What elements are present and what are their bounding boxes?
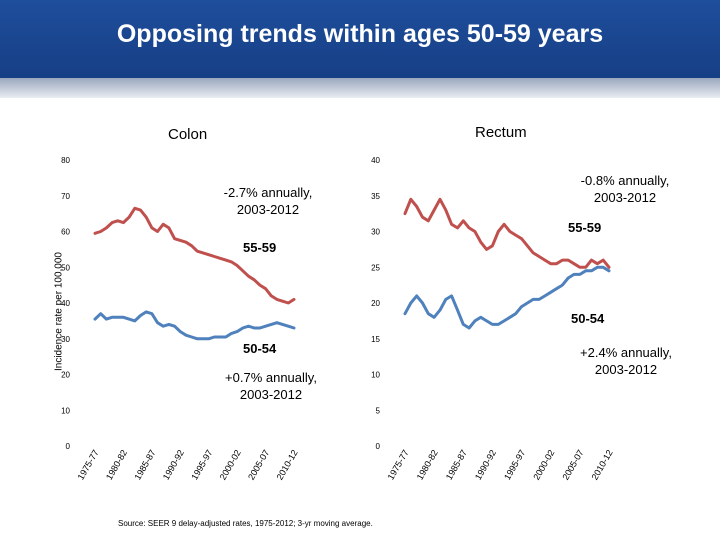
colon-ytick-label: 30: [61, 335, 70, 344]
colon-xtick-label: 1995-97: [189, 448, 214, 482]
colon-ytick-label: 10: [61, 406, 70, 415]
source-note: Source: SEER 9 delay-adjusted rates, 197…: [118, 519, 373, 528]
rectum-annotation-50-54-trend: +2.4% annually, 2003-2012: [566, 344, 686, 378]
rectum-ytick-label: 15: [371, 335, 380, 344]
colon-series-label-50-54: 50-54: [243, 341, 277, 356]
rectum-xtick-label: 2010-12: [590, 448, 615, 482]
colon-ytick-label: 40: [61, 299, 70, 308]
rectum-ytick-label: 30: [371, 228, 380, 237]
colon-ytick-label: 70: [61, 192, 70, 201]
rectum-ytick-label: 10: [371, 371, 380, 380]
rectum-xtick-label: 2000-02: [531, 448, 556, 482]
rectum-ytick-label: 35: [371, 192, 380, 201]
rectum-ytick-label: 20: [371, 299, 380, 308]
colon-xtick-label: 2010-12: [275, 448, 300, 482]
colon-xtick-label: 2000-02: [218, 448, 243, 482]
colon-xtick-label: 1990-92: [161, 448, 186, 482]
rectum-xtick-label: 1990-92: [473, 448, 498, 482]
colon-series-line-55-59: [93, 206, 296, 305]
colon-panel-title: Colon: [168, 126, 208, 143]
rectum-panel-title: Rectum: [475, 124, 527, 141]
rectum-series-line-50-54: [403, 265, 611, 330]
rectum-xtick-label: 1980-82: [415, 448, 440, 482]
colon-ytick-label: 0: [66, 442, 71, 451]
colon-ytick-label: 80: [61, 156, 70, 165]
colon-annotation-55-59-trend: -2.7% annually, 2003-2012: [206, 184, 330, 218]
rectum-xtick-label: 1975-77: [386, 448, 411, 482]
rectum-series-label-50-54: 50-54: [571, 311, 605, 326]
banner-shadow: [0, 78, 720, 98]
colon-xtick-label: 2005-07: [246, 448, 271, 482]
rectum-xtick-label: 1995-97: [502, 448, 527, 482]
rectum-ytick-label: 40: [371, 156, 380, 165]
colon-ytick-label: 50: [61, 263, 70, 272]
colon-ytick-label: 20: [61, 371, 70, 380]
title-banner: [0, 0, 720, 78]
colon-xtick-label: 1975-77: [76, 448, 101, 482]
rectum-series-line-55-59: [403, 197, 611, 269]
slide-title: Opposing trends within ages 50-59 years: [116, 20, 604, 48]
rectum-ytick-label: 0: [376, 442, 381, 451]
colon-annotation-50-54-trend: +0.7% annually, 2003-2012: [210, 369, 332, 403]
rectum-ytick-label: 5: [376, 406, 381, 415]
colon-xtick-label: 1980-82: [104, 448, 129, 482]
rectum-ytick-label: 25: [371, 263, 380, 272]
rectum-xtick-label: 2005-07: [560, 448, 585, 482]
colon-xtick-label: 1985-87: [132, 448, 157, 482]
colon-ytick-label: 60: [61, 228, 70, 237]
rectum-xtick-label: 1985-87: [444, 448, 469, 482]
rectum-annotation-55-59-trend: -0.8% annually, 2003-2012: [566, 172, 684, 206]
colon-series-label-55-59: 55-59: [243, 240, 277, 255]
colon-series-line-50-54: [93, 310, 296, 341]
rectum-series-label-55-59: 55-59: [568, 220, 602, 235]
